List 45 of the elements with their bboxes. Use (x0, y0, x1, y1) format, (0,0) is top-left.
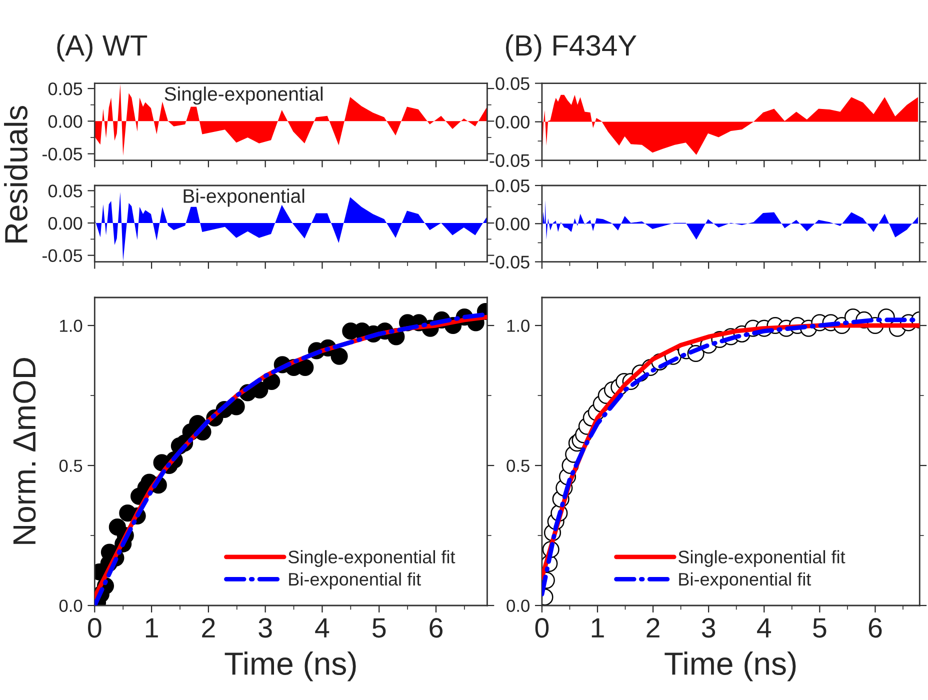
x-tick-label: 5 (372, 618, 386, 638)
legend-label: Bi-exponential fit (679, 572, 812, 590)
y-tick-label: 1.0 (507, 320, 530, 332)
y-tick-label: 0.00 (496, 116, 530, 129)
x-tick-label: 5 (813, 618, 826, 638)
y-tick-label: 0.05 (496, 179, 530, 192)
x-tick-label: 6 (430, 618, 443, 638)
x-tick-label: 2 (202, 618, 215, 638)
y-tick-label: -0.05 (490, 256, 530, 269)
annotation: Bi-exponential (184, 188, 304, 207)
y-tick-label: 0.0 (59, 600, 82, 612)
x-tick-label: 1 (146, 618, 158, 638)
x-tick-label: 4 (315, 618, 330, 638)
chart-title: (A) WT (57, 34, 148, 62)
y-tick-label: 0.00 (48, 216, 82, 230)
annotation: Single-exponential (164, 86, 323, 105)
x-tick-label: 4 (757, 618, 772, 638)
legend-label: Single-exponential fit (678, 550, 846, 567)
y-axis-title: Norm. ΔmOD (13, 358, 36, 544)
y-tick-label: 0.05 (48, 184, 82, 198)
y-tick-label: 0.05 (48, 82, 82, 96)
y-tick-label: -0.05 (42, 148, 82, 160)
y-tick-label: 0.5 (506, 460, 530, 472)
y-tick-label: 0.00 (48, 115, 82, 128)
x-tick-label: 0 (535, 618, 549, 638)
x-tick-label: 6 (868, 618, 882, 638)
chart-title: (B) F434Y (506, 34, 636, 62)
x-axis-title: Time (ns) (224, 652, 356, 682)
y-tick-label: -0.05 (42, 249, 82, 262)
x-tick-label: 3 (702, 618, 716, 638)
x-axis-title: Time (ns) (664, 652, 796, 682)
x-tick-label: 0 (88, 618, 102, 638)
point (330, 348, 348, 365)
y-tick-label: -0.05 (490, 154, 530, 168)
y-tick-label: 0.5 (59, 460, 82, 472)
x-tick-label: 2 (646, 618, 660, 638)
x-tick-label: 3 (258, 618, 272, 638)
y-tick-label: 0.05 (496, 77, 530, 90)
y-tick-label: 1.0 (60, 320, 82, 332)
legend-label: Single-exponential fit (288, 550, 456, 567)
y-tick-label: 0.00 (496, 218, 530, 230)
legend-label: Bi-exponential fit (289, 572, 421, 590)
y-axis-title: Residuals (4, 106, 28, 242)
x-tick-label: 1 (592, 618, 604, 638)
y-tick-label: 0.0 (506, 600, 530, 612)
